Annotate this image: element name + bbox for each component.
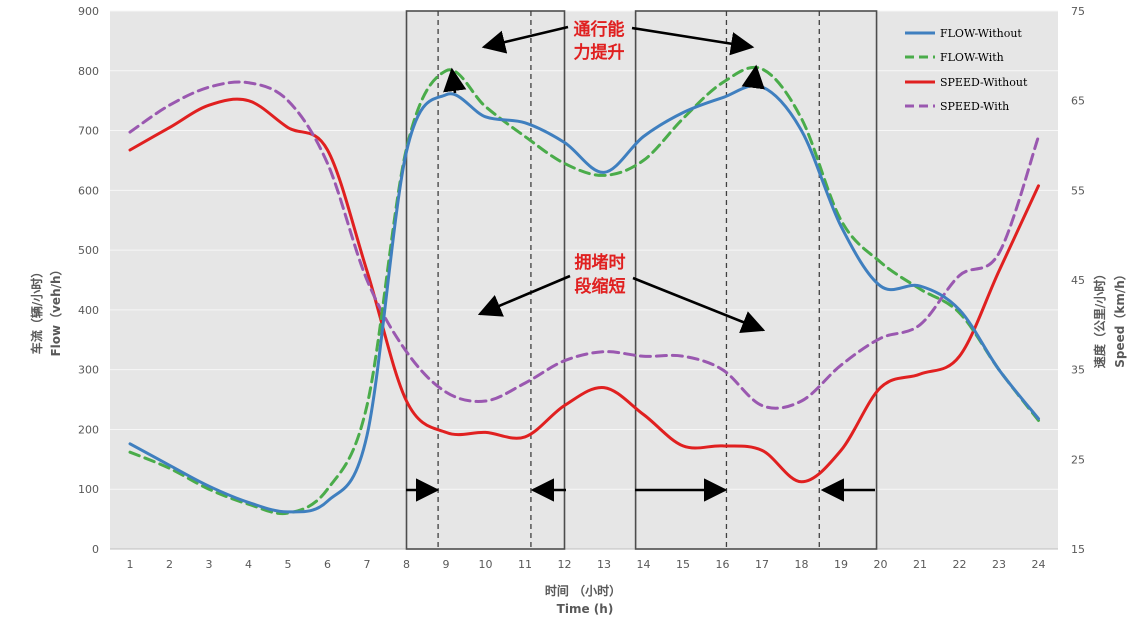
right-axis-ticks: 15 25 35 45 55 65 75 [1071,5,1085,556]
annotation-capacity-line1: 通行能 [574,19,625,40]
series-lines [128,65,1040,516]
x-tick-4: 4 [245,558,252,571]
highlight-box-1 [405,10,566,550]
gridlines [110,10,1058,550]
right-tick-15: 15 [1071,543,1085,556]
x-tick-8: 8 [403,558,410,571]
left-tick-400: 400 [78,304,99,317]
annotation-capacity-line2: 力提升 [574,42,625,63]
left-tick-300: 300 [78,364,99,377]
annotation-capacity: 通行能 力提升 [574,19,625,63]
arrow-peak-pm [741,64,765,90]
arrow-capacity-left [481,25,569,54]
left-axis-ticks: 0 100 200 300 400 500 600 700 800 900 [78,5,99,556]
left-tick-600: 600 [78,184,99,197]
series-speed-with [128,80,1040,410]
arrow-capacity-right [631,26,755,56]
x-tick-9: 9 [443,558,450,571]
x-tick-14: 14 [637,558,651,571]
annotation-congestion-line2: 段缩短 [575,276,626,297]
x-tick-11: 11 [518,558,532,571]
right-tick-35: 35 [1071,364,1085,377]
x-tick-15: 15 [676,558,690,571]
annotation-arrows [406,25,875,502]
left-tick-100: 100 [78,483,99,496]
x-tick-24: 24 [1032,558,1046,571]
x-axis-title-cn: 时间 （小时） [545,583,621,598]
x-tick-17: 17 [755,558,769,571]
annotation-congestion: 拥堵时 段缩短 [575,252,626,297]
arrow-peak-am [443,67,467,94]
plot-area-background [110,11,1058,549]
y-right-title-cn: 速度（公里/小时） [1092,268,1107,368]
x-tick-19: 19 [834,558,848,571]
legend-label-flow-with: FLOW-With [940,51,1004,64]
x-axis-title-en: Time (h) [557,602,614,616]
x-tick-10: 10 [479,558,493,571]
right-tick-65: 65 [1071,95,1085,108]
x-tick-13: 13 [597,558,611,571]
y-right-title-en: Speed（km/h） [1112,268,1127,368]
x-tick-23: 23 [992,558,1006,571]
right-tick-55: 55 [1071,184,1085,197]
left-tick-200: 200 [78,423,99,436]
y-left-title-cn: 车流（辆/小时） [29,266,44,354]
x-tick-18: 18 [795,558,809,571]
y-left-title-en: Flow（veh/h） [48,263,63,356]
right-tick-25: 25 [1071,453,1085,466]
legend-label-flow-without: FLOW-Without [940,27,1022,40]
left-tick-0: 0 [92,543,99,556]
left-tick-900: 900 [78,5,99,18]
x-tick-12: 12 [558,558,572,571]
legend-label-speed-without: SPEED-Without [940,76,1028,89]
x-tick-1: 1 [127,558,134,571]
arrow-congestion-right [632,276,766,334]
right-tick-75: 75 [1071,5,1085,18]
x-axis-ticks: 1 2 3 4 5 6 7 8 9 10 11 12 13 14 15 16 17 18 19 20 21 22 23 24 [127,558,1046,571]
right-tick-45: 45 [1071,274,1085,287]
left-tick-800: 800 [78,65,99,78]
legend-label-speed-with: SPEED-With [940,100,1009,113]
x-tick-20: 20 [874,558,888,571]
left-tick-500: 500 [78,244,99,257]
x-tick-21: 21 [913,558,927,571]
legend: FLOW-Without FLOW-With SPEED-Without SPE… [905,27,1028,113]
arrow-congestion-left [477,274,571,317]
series-flow-with [128,65,1040,516]
series-speed-without [128,97,1040,484]
series-flow-without [128,84,1040,514]
x-tick-16: 16 [716,558,730,571]
annotation-congestion-line1: 拥堵时 [575,252,626,273]
x-tick-5: 5 [285,558,292,571]
x-tick-2: 2 [166,558,173,571]
x-tick-7: 7 [364,558,371,571]
x-tick-6: 6 [324,558,331,571]
left-tick-700: 700 [78,125,99,138]
x-tick-22: 22 [953,558,967,571]
x-tick-3: 3 [206,558,213,571]
